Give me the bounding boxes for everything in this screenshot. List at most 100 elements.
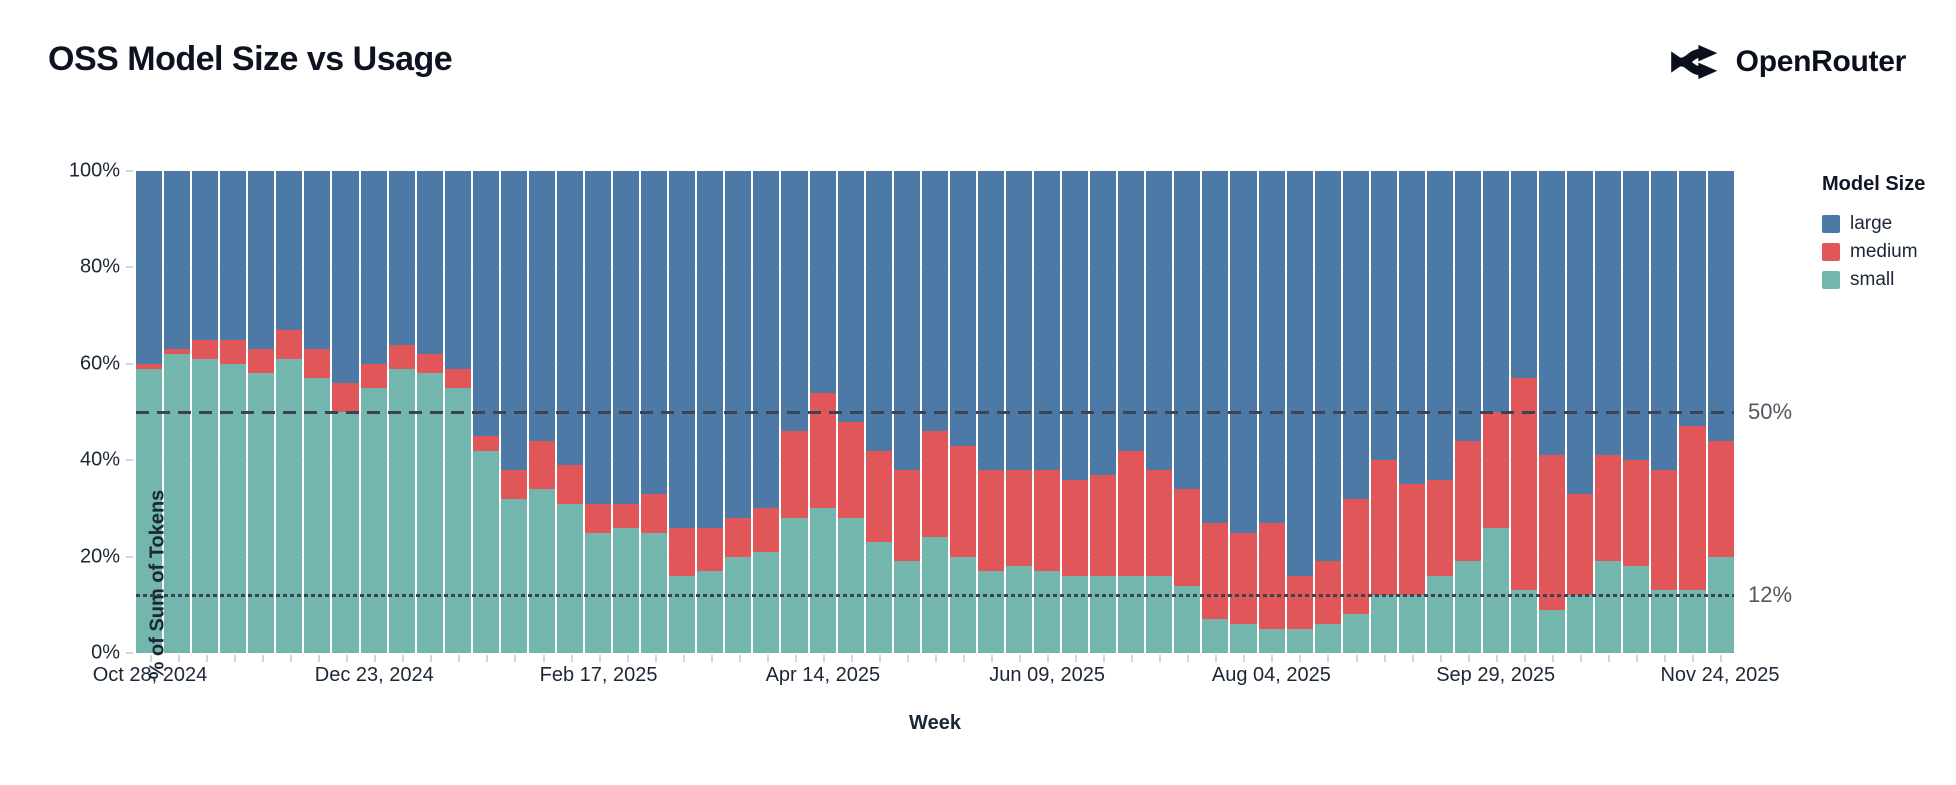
segment-large — [1707, 171, 1734, 441]
bar-aug-04-2025[interactable] — [1258, 171, 1285, 653]
segment-small — [1258, 628, 1285, 653]
bar-mar-03-2025[interactable] — [641, 171, 668, 653]
bar-jan-20-2025[interactable] — [472, 171, 499, 653]
bar-nov-11-2024[interactable] — [192, 171, 219, 653]
bar-sep-08-2025[interactable] — [1398, 171, 1425, 653]
bar-dec-02-2024[interactable] — [276, 171, 303, 653]
bar-jul-21-2025[interactable] — [1202, 171, 1229, 653]
segment-large — [332, 171, 359, 384]
segment-large — [556, 171, 583, 466]
segment-large — [1034, 171, 1061, 470]
x-tick-mark — [514, 655, 517, 662]
segment-large — [809, 171, 836, 393]
segment-large — [1679, 171, 1706, 427]
x-tick-label-3: Feb 17, 2025 — [539, 664, 658, 686]
bar-may-26-2025[interactable] — [977, 171, 1004, 653]
x-tick-mark — [1131, 655, 1134, 662]
segment-small — [1230, 624, 1257, 653]
bar-aug-18-2025[interactable] — [1314, 171, 1341, 653]
segment-medium — [1062, 479, 1089, 576]
bar-nov-24-2025[interactable] — [1707, 171, 1734, 653]
bar-jun-09-2025[interactable] — [1034, 171, 1061, 653]
bar-sep-15-2025[interactable] — [1426, 171, 1453, 653]
bar-jun-16-2025[interactable] — [1062, 171, 1089, 653]
segment-medium — [1539, 455, 1566, 610]
segment-medium — [837, 421, 864, 519]
bar-sep-29-2025[interactable] — [1483, 171, 1510, 653]
bar-jan-13-2025[interactable] — [444, 171, 471, 653]
bar-apr-28-2025[interactable] — [865, 171, 892, 653]
x-tick-mark — [1411, 655, 1414, 662]
bar-feb-03-2025[interactable] — [528, 171, 555, 653]
bar-dec-23-2024[interactable] — [360, 171, 387, 653]
segment-large — [697, 171, 724, 528]
bar-may-05-2025[interactable] — [893, 171, 920, 653]
bar-jan-27-2025[interactable] — [500, 171, 527, 653]
bar-nov-10-2025[interactable] — [1651, 171, 1678, 653]
segment-small — [1398, 595, 1425, 653]
x-tick-mark — [1523, 655, 1526, 662]
bar-feb-24-2025[interactable] — [613, 171, 640, 653]
bar-mar-17-2025[interactable] — [697, 171, 724, 653]
segment-small — [136, 368, 163, 653]
bar-jun-30-2025[interactable] — [1118, 171, 1145, 653]
bar-may-19-2025[interactable] — [949, 171, 976, 653]
bar-nov-25-2024[interactable] — [248, 171, 275, 653]
brand-name: OpenRouter — [1735, 45, 1907, 78]
x-tick-mark — [290, 655, 293, 662]
bar-jan-06-2025[interactable] — [416, 171, 443, 653]
x-tick-mark — [1299, 655, 1302, 662]
x-tick-label-6: Aug 04, 2025 — [1211, 664, 1331, 686]
segment-small — [977, 571, 1004, 653]
bar-jun-02-2025[interactable] — [1005, 171, 1032, 653]
bar-mar-24-2025[interactable] — [725, 171, 752, 653]
bar-apr-07-2025[interactable] — [781, 171, 808, 653]
bar-dec-09-2024[interactable] — [304, 171, 331, 653]
bar-oct-20-2025[interactable] — [1567, 171, 1594, 653]
bar-feb-17-2025[interactable] — [585, 171, 612, 653]
segment-medium — [977, 469, 1004, 572]
segment-medium — [893, 469, 920, 562]
bar-jun-23-2025[interactable] — [1090, 171, 1117, 653]
bar-sep-22-2025[interactable] — [1454, 171, 1481, 653]
segment-medium — [1370, 460, 1397, 596]
segment-medium — [1090, 474, 1117, 576]
reference-line-12 — [136, 594, 1734, 598]
reference-label-12: 12% — [1748, 582, 1793, 608]
bar-nov-17-2025[interactable] — [1679, 171, 1706, 653]
bar-jul-28-2025[interactable] — [1230, 171, 1257, 653]
bar-oct-27-2025[interactable] — [1595, 171, 1622, 653]
legend-item-medium: medium — [1822, 238, 1952, 266]
x-axis-title: Week — [909, 712, 961, 734]
x-tick-mark — [654, 655, 657, 662]
x-tick-mark — [710, 655, 713, 662]
segment-medium — [781, 431, 808, 519]
bar-mar-10-2025[interactable] — [669, 171, 696, 653]
bar-dec-16-2024[interactable] — [332, 171, 359, 653]
x-tick-mark — [1075, 655, 1078, 662]
segment-medium — [669, 527, 696, 576]
bar-dec-30-2024[interactable] — [388, 171, 415, 653]
segment-small — [388, 368, 415, 653]
bar-aug-11-2025[interactable] — [1286, 171, 1313, 653]
segment-medium — [444, 368, 471, 388]
segment-small — [1034, 571, 1061, 653]
legend-title: Model Size — [1822, 173, 1926, 195]
bar-nov-04-2024[interactable] — [164, 171, 191, 653]
segment-small — [1623, 566, 1650, 653]
segment-large — [641, 171, 668, 494]
bar-oct-13-2025[interactable] — [1539, 171, 1566, 653]
bar-aug-25-2025[interactable] — [1342, 171, 1369, 653]
x-tick-label-2: Dec 23, 2024 — [314, 664, 434, 686]
x-tick-mark — [1691, 655, 1694, 662]
segment-medium — [360, 363, 387, 388]
bar-jul-14-2025[interactable] — [1174, 171, 1201, 653]
bar-oct-28-2024[interactable] — [136, 171, 163, 653]
bar-feb-10-2025[interactable] — [556, 171, 583, 653]
segment-small — [220, 363, 247, 653]
segment-small — [809, 508, 836, 653]
bar-may-12-2025[interactable] — [921, 171, 948, 653]
bar-apr-21-2025[interactable] — [837, 171, 864, 653]
bar-mar-31-2025[interactable] — [753, 171, 780, 653]
bar-jul-07-2025[interactable] — [1146, 171, 1173, 653]
